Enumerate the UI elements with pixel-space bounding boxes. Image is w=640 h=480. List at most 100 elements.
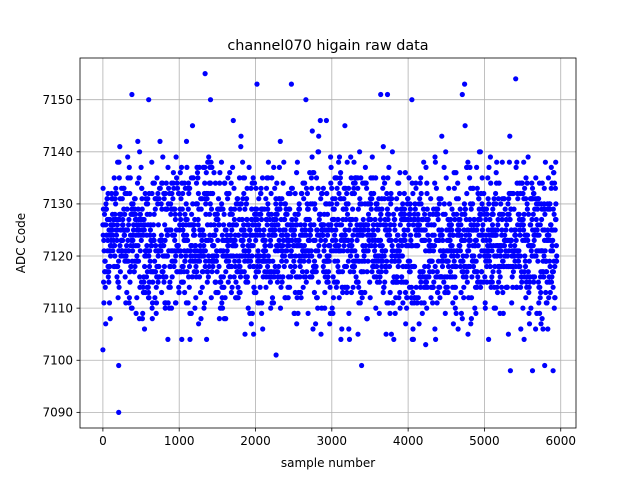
data-point (487, 154, 493, 160)
data-point (529, 180, 535, 186)
data-point (292, 263, 298, 270)
data-point (344, 211, 351, 217)
data-point (215, 196, 222, 202)
data-point (195, 216, 201, 223)
data-point (449, 206, 455, 212)
data-point (346, 326, 352, 332)
data-point (314, 295, 320, 301)
data-point (391, 222, 397, 228)
data-point (455, 326, 461, 332)
data-point (255, 248, 261, 254)
data-point (122, 211, 128, 217)
data-point (268, 190, 274, 197)
data-point (407, 201, 413, 207)
data-point (539, 316, 545, 322)
data-point (251, 180, 258, 186)
data-point (450, 253, 457, 259)
data-point (240, 196, 246, 202)
data-point (445, 289, 451, 296)
outlier-point (423, 342, 429, 348)
data-point (327, 321, 333, 327)
data-point (326, 253, 332, 259)
data-point (473, 258, 479, 264)
data-point (526, 289, 532, 296)
data-point (279, 258, 285, 264)
data-point (112, 253, 118, 259)
data-point (507, 133, 513, 139)
data-point (360, 216, 366, 223)
data-point (178, 196, 184, 202)
data-point (164, 206, 170, 212)
data-point (349, 243, 355, 249)
data-point (115, 295, 121, 301)
data-point (355, 185, 361, 191)
data-point (274, 211, 280, 217)
data-point (450, 300, 456, 306)
data-point (493, 232, 499, 238)
data-point (241, 227, 247, 233)
data-point (552, 295, 558, 301)
data-point (160, 269, 166, 275)
data-point (135, 243, 141, 249)
data-point (177, 211, 183, 217)
data-point (532, 274, 538, 280)
data-point (141, 216, 147, 223)
data-point (159, 289, 165, 296)
data-point (220, 248, 226, 254)
data-point (187, 248, 193, 254)
data-point (381, 284, 387, 290)
data-point (419, 310, 425, 316)
data-point (318, 331, 324, 337)
data-point (184, 232, 190, 238)
data-point (242, 331, 248, 337)
data-point (269, 175, 275, 181)
outlier-point (513, 76, 519, 82)
data-point (317, 253, 323, 259)
data-point (445, 258, 451, 264)
outlier-point (146, 97, 152, 103)
data-point (382, 180, 388, 186)
data-point (291, 258, 297, 264)
data-point (231, 274, 237, 280)
data-point (355, 206, 361, 212)
data-point (402, 211, 408, 217)
data-point (461, 295, 467, 301)
data-point (184, 164, 190, 170)
data-point (194, 201, 200, 207)
data-point (181, 180, 187, 186)
data-point (538, 321, 544, 327)
data-point (137, 149, 143, 155)
data-point (452, 284, 459, 290)
data-point (351, 263, 358, 270)
data-point (170, 170, 176, 176)
data-point (244, 216, 250, 223)
data-point (145, 201, 151, 207)
data-point (214, 269, 220, 275)
data-point (545, 326, 551, 332)
x-tick-label: 6000 (545, 434, 576, 448)
data-point (352, 180, 358, 186)
data-point (151, 211, 157, 217)
data-point (182, 289, 188, 296)
data-point (225, 279, 231, 285)
data-point (448, 216, 454, 223)
data-point (516, 211, 522, 217)
data-point (416, 321, 422, 327)
data-point (544, 300, 550, 306)
data-point (482, 305, 488, 311)
data-point (204, 279, 210, 285)
data-point (206, 263, 212, 270)
data-point (149, 305, 155, 311)
data-point (502, 206, 508, 212)
data-point (410, 289, 416, 296)
data-point (240, 243, 246, 249)
data-point (345, 201, 351, 207)
data-point (274, 180, 280, 186)
data-point (228, 289, 234, 296)
data-point (125, 258, 131, 264)
data-point (462, 206, 468, 212)
data-point (130, 201, 136, 207)
data-point (396, 295, 402, 301)
data-point (384, 258, 390, 264)
data-point (416, 232, 422, 238)
